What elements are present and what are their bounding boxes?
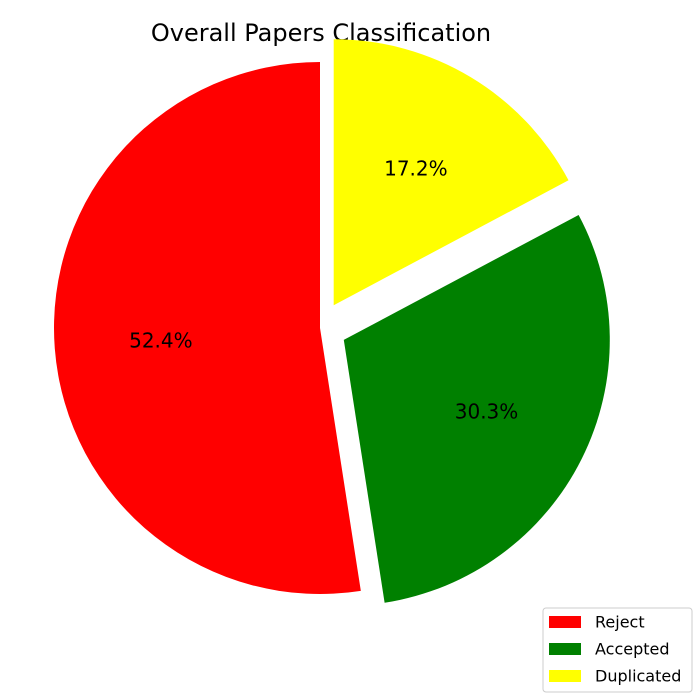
- legend-swatch-accepted: [549, 643, 581, 655]
- pie-label-duplicated: 17.2%: [384, 156, 448, 180]
- pie-slice-accepted: [343, 214, 610, 603]
- legend-label-accepted: Accepted: [595, 640, 670, 659]
- pie-label-accepted: 30.3%: [455, 399, 519, 423]
- pie-label-reject: 52.4%: [129, 328, 193, 352]
- legend-swatch-reject: [549, 616, 581, 628]
- legend-swatch-duplicated: [549, 670, 581, 682]
- pie-slice-reject: [54, 62, 361, 595]
- pie-percent-labels: 52.4% 30.3% 17.2%: [129, 156, 518, 423]
- legend: Reject Accepted Duplicated: [542, 607, 693, 693]
- legend-label-reject: Reject: [595, 613, 645, 632]
- chart-title: Overall Papers Classification: [151, 19, 491, 47]
- legend-label-duplicated: Duplicated: [595, 667, 681, 686]
- pie-slice-duplicated: [333, 39, 569, 306]
- pie-slices: [54, 39, 610, 603]
